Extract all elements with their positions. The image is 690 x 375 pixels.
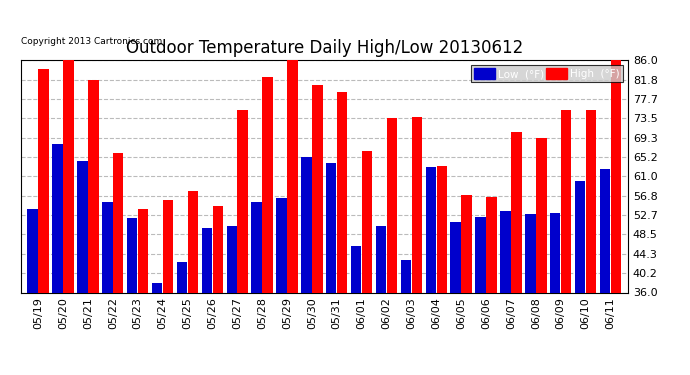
Bar <box>550 213 560 292</box>
Bar <box>226 225 237 292</box>
Bar <box>251 202 262 292</box>
Bar <box>127 218 137 292</box>
Bar <box>52 144 63 292</box>
Bar <box>486 197 497 292</box>
Bar <box>575 182 585 292</box>
Bar <box>586 110 596 292</box>
Bar <box>276 198 287 292</box>
Bar <box>63 60 74 292</box>
Bar <box>312 85 322 292</box>
Bar <box>412 117 422 292</box>
Text: Copyright 2013 Cartronics.com: Copyright 2013 Cartronics.com <box>21 38 162 46</box>
Bar <box>213 207 223 292</box>
Bar <box>362 151 373 292</box>
Bar <box>462 195 472 292</box>
Bar <box>39 69 49 292</box>
Bar <box>337 92 348 292</box>
Bar <box>525 214 535 292</box>
Bar <box>536 138 546 292</box>
Bar <box>188 190 198 292</box>
Legend: Low  (°F), High  (°F): Low (°F), High (°F) <box>471 65 622 82</box>
Bar <box>611 60 621 292</box>
Bar <box>138 209 148 292</box>
Bar <box>387 118 397 292</box>
Bar <box>401 260 411 292</box>
Bar <box>152 283 162 292</box>
Bar <box>301 157 312 292</box>
Bar <box>262 77 273 292</box>
Bar <box>500 211 511 292</box>
Bar <box>88 80 99 292</box>
Bar <box>511 132 522 292</box>
Bar <box>451 222 461 292</box>
Title: Outdoor Temperature Daily High/Low 20130612: Outdoor Temperature Daily High/Low 20130… <box>126 39 523 57</box>
Bar <box>201 228 212 292</box>
Bar <box>475 217 486 292</box>
Bar <box>437 166 447 292</box>
Bar <box>77 161 88 292</box>
Bar <box>163 200 173 292</box>
Bar <box>561 110 571 292</box>
Bar <box>351 246 362 292</box>
Bar <box>600 169 610 292</box>
Bar <box>326 163 337 292</box>
Bar <box>102 202 112 292</box>
Bar <box>376 225 386 292</box>
Bar <box>237 110 248 292</box>
Bar <box>426 167 436 292</box>
Bar <box>113 153 124 292</box>
Bar <box>28 209 38 292</box>
Bar <box>177 262 187 292</box>
Bar <box>287 59 297 292</box>
